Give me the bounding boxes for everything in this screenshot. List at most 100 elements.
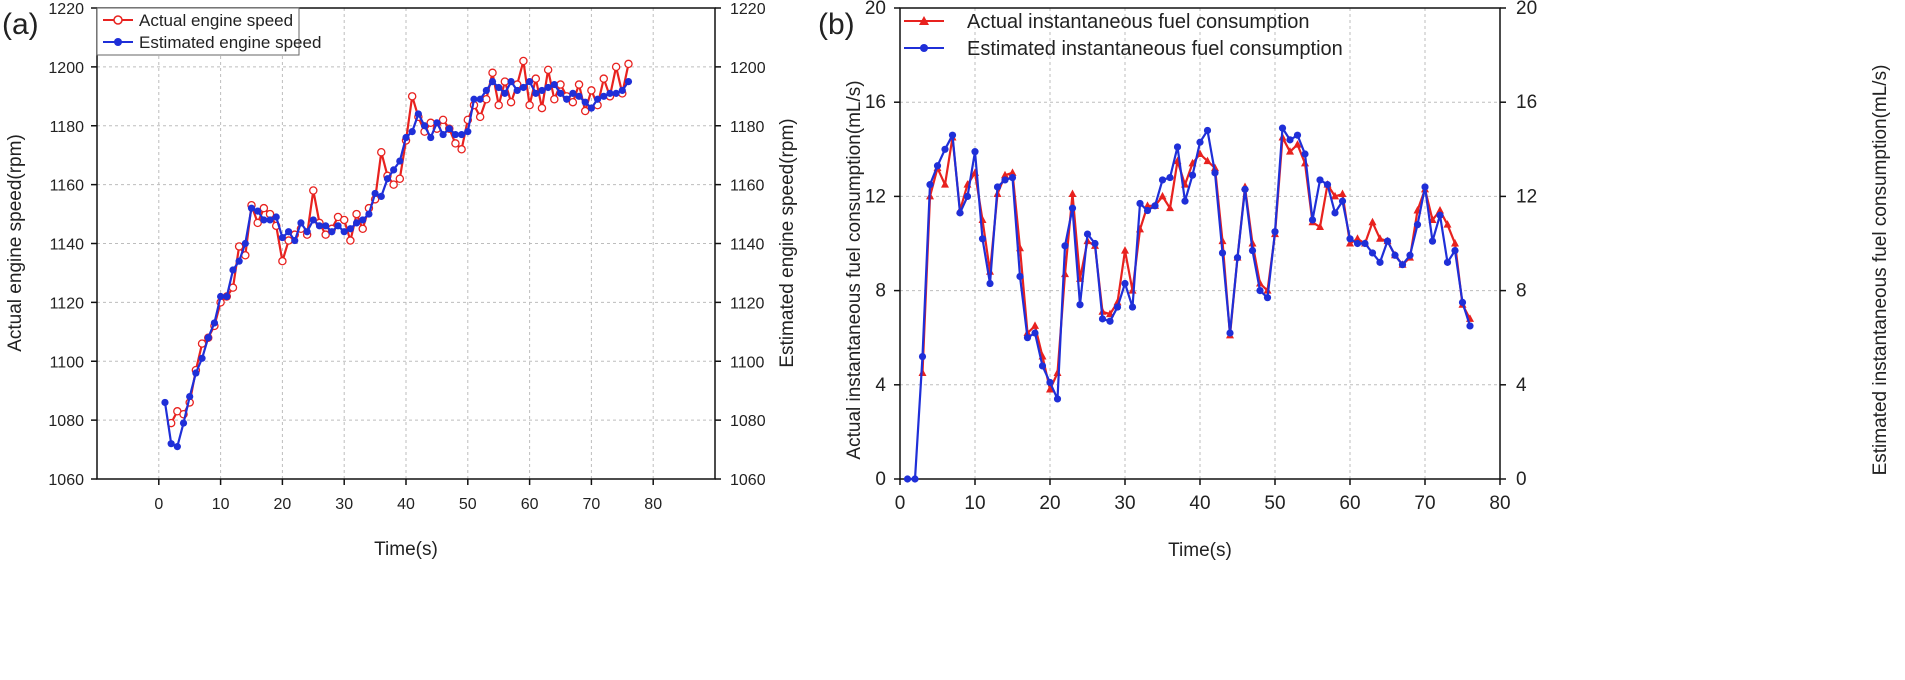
actual-instantaneous-fuel-consumption-point [1353, 234, 1362, 242]
estimated-instantaneous-fuel-consumption-point [1031, 329, 1039, 337]
y-tick-label-left: 1200 [48, 60, 84, 77]
estimated-engine-speed-point [334, 222, 342, 230]
estimated-engine-speed-point [179, 419, 188, 427]
estimated-engine-speed-point [278, 234, 286, 242]
estimated-engine-speed-point [439, 130, 447, 139]
panel-a-ticks: 0 10 20 30 40 50 60 70 80 1060 1060 1080 1080 1100 110… [48, 1, 765, 513]
actual-engine-speed-point [339, 215, 349, 225]
panel-a-series [161, 56, 633, 451]
estimated-engine-speed-point [513, 86, 521, 95]
panel-b-label: (b) [818, 8, 855, 41]
y-tick-label-right: 8 [1516, 281, 1527, 302]
estimated-engine-speed-point [476, 95, 484, 103]
estimated-instantaneous-fuel-consumption-point [1173, 143, 1182, 151]
estimated-instantaneous-fuel-consumption-point [1046, 378, 1054, 387]
estimated-instantaneous-fuel-consumption-point [978, 235, 987, 243]
actual-instantaneous-fuel-consumption-point [1121, 246, 1129, 254]
estimated-engine-speed-point [223, 292, 231, 301]
estimated-engine-speed-point [390, 166, 398, 174]
actual-instantaneous-fuel-consumption-point [1143, 201, 1152, 209]
actual-instantaneous-fuel-consumption-point [1436, 206, 1444, 214]
estimated-instantaneous-fuel-consumption-point [1008, 173, 1017, 182]
estimated-engine-speed-point [254, 207, 262, 215]
estimated-engine-speed-point [229, 266, 237, 274]
estimated-instantaneous-fuel-consumption-point [941, 145, 949, 153]
estimated-engine-speed-point [556, 89, 565, 97]
estimated-engine-speed-point [501, 89, 509, 97]
estimated-engine-speed-point [575, 92, 583, 100]
y-tick-label-left: 1120 [50, 295, 85, 312]
actual-engine-speed-point [389, 180, 398, 189]
estimated-instantaneous-fuel-consumption-point [948, 131, 957, 139]
actual-engine-speed-point [519, 56, 528, 66]
y-tick-label-right: 1120 [730, 295, 765, 312]
estimated-instantaneous-fuel-consumption-point [1323, 181, 1332, 189]
legend-marker-actual-speed [113, 15, 123, 25]
estimated-instantaneous-fuel-consumption-point [1263, 294, 1272, 302]
estimated-instantaneous-fuel-consumption-point [1091, 239, 1099, 248]
estimated-engine-speed-point [433, 119, 441, 127]
estimated-engine-speed-point [507, 77, 515, 86]
y-tick-label-left: 8 [875, 281, 886, 302]
actual-instantaneous-fuel-consumption-point [1068, 189, 1077, 198]
estimated-instantaneous-fuel-consumption-point [1158, 176, 1167, 184]
panel-a-legend-box [96, 7, 300, 56]
y-tick-label-left: 1140 [50, 237, 85, 254]
legend-marker-estimated-fuel [920, 44, 928, 52]
estimated-instantaneous-fuel-consumption-point [1218, 249, 1227, 257]
y-tick-label-right: 1220 [730, 1, 766, 18]
estimated-instantaneous-fuel-consumption-point [1068, 204, 1077, 212]
estimated-instantaneous-fuel-consumption-point [1391, 251, 1399, 259]
x-tick-label: 0 [895, 493, 906, 514]
estimated-instantaneous-fuel-consumption-point [1136, 199, 1144, 208]
y-tick-label-right: 12 [1516, 186, 1537, 207]
actual-instantaneous-fuel-consumption-point [941, 180, 949, 188]
x-tick-label: 50 [1264, 493, 1285, 514]
estimated-engine-speed-point [427, 133, 435, 142]
actual-engine-speed-point [352, 209, 361, 219]
actual-instantaneous-fuel-consumption-point [1346, 239, 1354, 247]
estimated-instantaneous-fuel-consumption-point [956, 209, 964, 217]
y-tick-label-left: 1060 [48, 472, 84, 489]
actual-engine-speed-point [482, 95, 491, 104]
x-tick-label: 10 [964, 493, 985, 514]
y-tick-label-left: 0 [875, 469, 886, 490]
y-tick-label-left: 20 [865, 0, 886, 19]
estimated-instantaneous-fuel-consumption-point [1233, 254, 1242, 262]
actual-engine-speed-point [531, 74, 541, 83]
legend-label-estimated-speed: Estimated engine speed [139, 33, 321, 52]
estimated-instantaneous-fuel-consumption-point [1038, 362, 1047, 370]
estimated-instantaneous-fuel-consumption-point [1346, 235, 1354, 243]
estimated-instantaneous-fuel-consumption-point [1098, 315, 1107, 323]
estimated-engine-speed-point [593, 95, 602, 103]
estimated-engine-speed-point [532, 89, 540, 97]
legend-label-estimated-fuel: Estimated instantaneous fuel consumption [967, 38, 1343, 60]
panel-a: (a) 0 10 20 30 40 50 60 70 80 1060 1060 1080 1080 110… [2, 1, 798, 560]
estimated-engine-speed-point [309, 216, 317, 224]
estimated-engine-speed-point [167, 440, 175, 448]
actual-engine-speed-point [599, 74, 609, 83]
x-tick-label: 30 [1114, 493, 1135, 514]
estimated-instantaneous-fuel-consumption-point [911, 475, 919, 483]
estimated-instantaneous-fuel-consumption-point [1241, 185, 1249, 193]
actual-engine-speed-point [309, 186, 318, 195]
y-tick-label-right: 1160 [730, 178, 765, 195]
panel-b-legend: Actual instantaneous fuel consumption Es… [904, 11, 1343, 60]
actual-instantaneous-fuel-consumption-point [1338, 189, 1347, 198]
estimated-engine-speed-point [408, 128, 416, 136]
x-tick-label: 20 [1039, 493, 1060, 514]
estimated-engine-speed-point [600, 92, 608, 100]
estimated-engine-speed-point [272, 213, 280, 221]
actual-engine-speed-point [580, 106, 590, 116]
estimated-engine-speed-point [383, 175, 392, 183]
estimated-engine-speed-point [544, 83, 552, 92]
estimated-engine-speed-point [563, 95, 571, 103]
estimated-instantaneous-fuel-consumption-point [1293, 131, 1302, 139]
legend-marker-actual-fuel [919, 16, 929, 25]
legend-label-actual-speed: Actual engine speed [139, 11, 293, 30]
estimated-instantaneous-fuel-consumption-point [1053, 395, 1062, 403]
y-tick-label-left: 1160 [50, 178, 85, 195]
estimated-instantaneous-fuel-consumption-point [1128, 303, 1137, 311]
estimated-instantaneous-fuel-consumption-point [1398, 261, 1407, 269]
